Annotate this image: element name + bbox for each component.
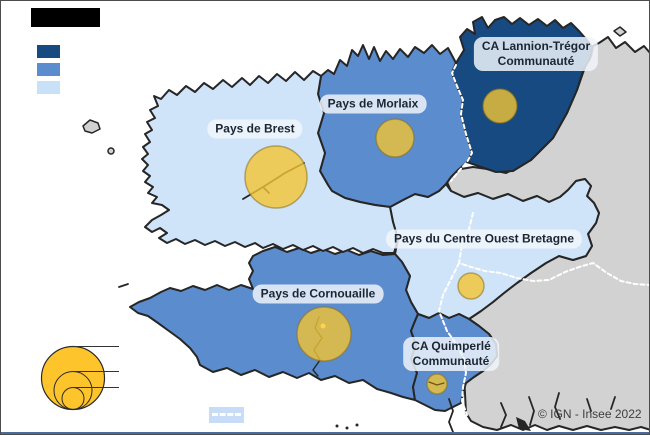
label-ca-quimperle: CA Quimperlé Communauté [403, 337, 499, 371]
label-pays-de-morlaix: Pays de Morlaix [319, 94, 427, 114]
quimperle-river-detail [428, 381, 445, 386]
bottom-edge-line [1, 432, 649, 434]
department-boundary-east [457, 212, 649, 286]
island-molene-shape [107, 147, 115, 155]
island-northeast-shape [613, 26, 627, 37]
legend-dashed-boundary-swatch [209, 407, 244, 423]
size-legend [40, 345, 119, 411]
laita-estuary-line [448, 398, 454, 433]
symbol-circle-morlaix [375, 118, 415, 158]
label-pays-centre-ouest-bretagne: Pays du Centre Ouest Bretagne [385, 229, 583, 249]
dashed-line-sample [212, 413, 241, 416]
symbol-circle-quimperle [426, 373, 448, 395]
urban-spot-quimper [320, 323, 326, 329]
label-text: Pays du Centre Ouest Bretagne [393, 231, 575, 246]
label-text-line1: CA Lannion-Trégor [481, 39, 591, 53]
morbihan-rias-lines [500, 392, 616, 428]
legend-swatch-medium-blue [37, 63, 60, 76]
region-cornouaille-shape [129, 246, 419, 401]
legend-swatch-dark-blue [37, 45, 60, 58]
island-sein-shape [118, 283, 129, 288]
label-ca-lannion-tregor: CA Lannion-Trégor Communauté [473, 37, 599, 71]
islands-glenan [335, 423, 359, 430]
label-text-line1: CA Quimperlé [411, 339, 491, 353]
label-pays-de-brest: Pays de Brest [207, 119, 303, 139]
copyright-text: © IGN - Insee 2022 [538, 407, 642, 421]
label-text-line2: Communauté [497, 54, 575, 68]
label-text: Pays de Cornouaille [260, 286, 376, 301]
department-boundary-finistere-cotes-darmor [450, 64, 474, 182]
label-text-line2: Communauté [412, 354, 490, 368]
redacted-title-box [31, 8, 100, 27]
island-ouessant-shape [82, 119, 101, 134]
size-legend-circle-large [40, 345, 106, 411]
label-text: Pays de Brest [215, 121, 295, 136]
label-pays-de-cornouaille: Pays de Cornouaille [252, 284, 384, 304]
legend-swatch-light-blue [37, 81, 60, 94]
symbol-circle-lannion [482, 88, 518, 124]
label-text: Pays de Morlaix [327, 96, 419, 111]
symbol-circle-cornouaille [296, 306, 352, 362]
lorient-harbour-shape [516, 417, 531, 431]
symbol-circle-brest [244, 145, 308, 209]
symbol-circle-centre-ouest-bretagne [457, 272, 485, 300]
